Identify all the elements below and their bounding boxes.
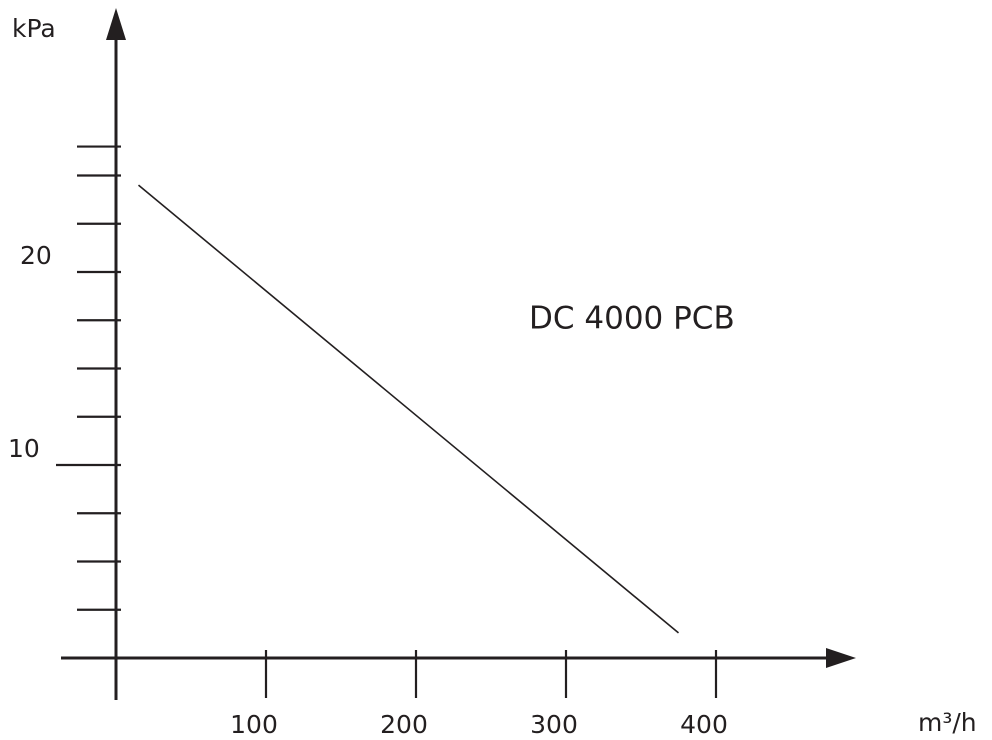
- y-tick-label: 10: [8, 434, 40, 463]
- x-tick-label: 300: [530, 710, 578, 739]
- y-tick-label: 20: [20, 241, 52, 270]
- x-axis-ticks: [264, 650, 718, 698]
- x-tick-label: 200: [380, 710, 428, 739]
- x-tick-label: 400: [680, 710, 728, 739]
- y-axis-ticks: [56, 145, 121, 611]
- y-axis-label: kPa: [12, 14, 56, 43]
- axes: [61, 8, 856, 700]
- y-axis-tick-labels: 10 20: [8, 241, 52, 463]
- x-tick-label: 100: [230, 710, 278, 739]
- x-axis-arrowhead: [826, 648, 856, 668]
- x-axis-label: m³/h: [918, 708, 977, 737]
- series-layer: [137, 184, 680, 634]
- series-line: [137, 184, 680, 634]
- x-axis-tick-labels: 100 200 300 400: [230, 710, 728, 739]
- y-axis-arrowhead: [106, 8, 126, 40]
- curve-label: DC 4000 PCB: [529, 300, 735, 336]
